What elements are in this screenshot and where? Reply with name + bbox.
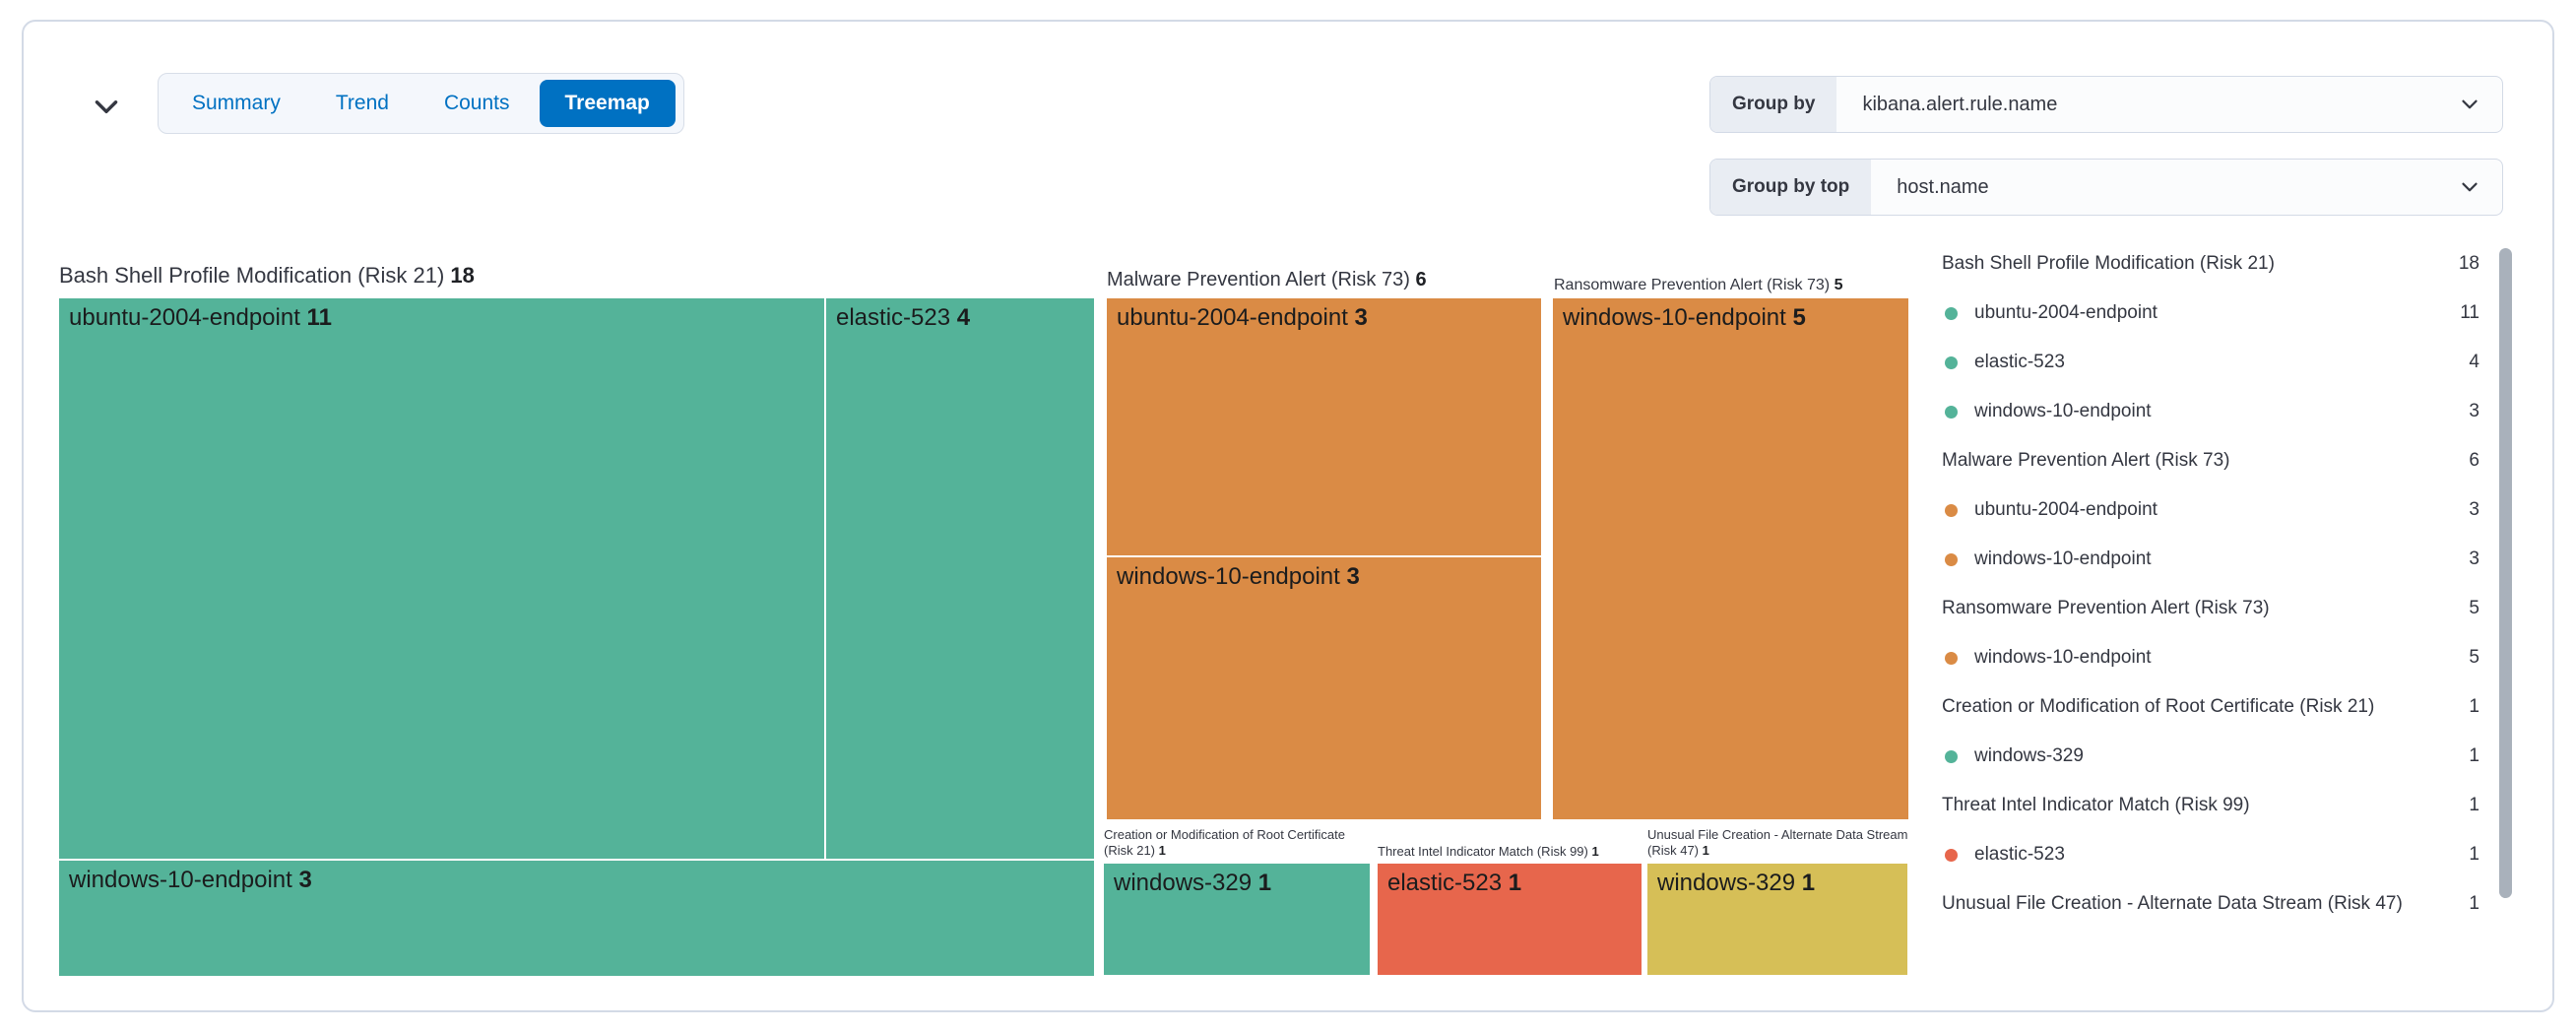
legend-value: 3 (2469, 548, 2479, 569)
treemap-group-header: Creation or Modification of Root Certifi… (1104, 827, 1345, 859)
tab-summary[interactable]: Summary (166, 80, 306, 127)
treemap-tile[interactable]: windows-329 1 (1647, 864, 1907, 975)
treemap-tile[interactable]: elastic-523 1 (1378, 864, 1642, 975)
legend-label: ubuntu-2004-endpoint (1974, 302, 2157, 323)
legend-item-host[interactable]: ubuntu-2004-endpoint 11 (1942, 289, 2479, 338)
legend-label: Threat Intel Indicator Match (Risk 99) (1942, 795, 2250, 815)
treemap-tile-label: elastic-523 1 (1387, 870, 1522, 896)
legend-value: 4 (2469, 352, 2479, 372)
treemap-tile-label: ubuntu-2004-endpoint 3 (1117, 304, 1368, 331)
legend-item-host[interactable]: elastic-523 1 (1942, 830, 2479, 879)
treemap-group-header: Bash Shell Profile Modification (Risk 21… (59, 263, 475, 288)
legend-label: elastic-523 (1974, 352, 2065, 372)
treemap-legend: Bash Shell Profile Modification (Risk 21… (1942, 239, 2479, 929)
legend-item-host[interactable]: windows-10-endpoint 3 (1942, 535, 2479, 584)
group-by-control[interactable]: Group by kibana.alert.rule.name (1709, 76, 2503, 133)
legend-value: 5 (2469, 598, 2479, 618)
legend-dot-icon (1945, 749, 1958, 763)
treemap-tile[interactable]: elastic-523 4 (826, 298, 1094, 859)
legend-item-host[interactable]: elastic-523 4 (1942, 338, 2479, 387)
legend-value: 18 (2458, 253, 2479, 274)
legend-label: Malware Prevention Alert (Risk 73) (1942, 450, 2230, 471)
legend-item-rule[interactable]: Creation or Modification of Root Certifi… (1942, 682, 2479, 732)
legend-item-host[interactable]: windows-10-endpoint 5 (1942, 633, 2479, 682)
legend-label: elastic-523 (1974, 844, 2065, 865)
legend-dot-icon (1945, 552, 1958, 566)
legend-value: 1 (2469, 893, 2479, 914)
treemap-tile[interactable]: windows-329 1 (1104, 864, 1370, 975)
legend-value: 1 (2469, 696, 2479, 717)
legend-item-host[interactable]: windows-10-endpoint 3 (1942, 387, 2479, 436)
legend-label: windows-10-endpoint (1974, 401, 2152, 421)
chevron-down-icon (2457, 160, 2502, 215)
treemap-tile-label: windows-10-endpoint 5 (1563, 304, 1806, 331)
legend-value: 11 (2460, 302, 2479, 323)
legend-value: 6 (2469, 450, 2479, 471)
legend-item-rule[interactable]: Malware Prevention Alert (Risk 73) 6 (1942, 436, 2479, 485)
treemap-tile-label: ubuntu-2004-endpoint 11 (69, 304, 332, 331)
legend-item-rule[interactable]: Ransomware Prevention Alert (Risk 73) 5 (1942, 584, 2479, 633)
legend-label: windows-329 (1974, 745, 2084, 766)
tab-trend[interactable]: Trend (310, 80, 415, 127)
legend-value: 5 (2469, 647, 2479, 668)
treemap-group-header: Ransomware Prevention Alert (Risk 73) 5 (1554, 277, 1843, 293)
legend-item-rule[interactable]: Unusual File Creation - Alternate Data S… (1942, 879, 2479, 929)
treemap-tile-label: elastic-523 4 (836, 304, 971, 331)
chevron-down-icon (2457, 77, 2502, 132)
treemap-tile[interactable]: windows-10-endpoint 5 (1553, 298, 1908, 819)
legend-dot-icon (1945, 503, 1958, 517)
collapse-panel-button[interactable] (85, 85, 128, 128)
legend-label: Creation or Modification of Root Certifi… (1942, 696, 2375, 717)
group-by-top-control[interactable]: Group by top host.name (1709, 159, 2503, 216)
treemap-tile[interactable]: ubuntu-2004-endpoint 3 (1107, 298, 1541, 555)
tab-counts[interactable]: Counts (419, 80, 536, 127)
legend-value: 3 (2469, 499, 2479, 520)
legend-dot-icon (1945, 651, 1958, 665)
legend-label: ubuntu-2004-endpoint (1974, 499, 2157, 520)
legend-item-host[interactable]: ubuntu-2004-endpoint 3 (1942, 485, 2479, 535)
treemap-tile-label: windows-329 1 (1657, 870, 1816, 896)
legend-scrollbar[interactable] (2499, 248, 2512, 898)
legend-value: 1 (2469, 795, 2479, 815)
legend-value: 1 (2469, 745, 2479, 766)
treemap-group-header: Malware Prevention Alert (Risk 73) 6 (1107, 269, 1427, 290)
legend-label: windows-10-endpoint (1974, 548, 2152, 569)
legend-dot-icon (1945, 306, 1958, 320)
legend-label: Ransomware Prevention Alert (Risk 73) (1942, 598, 2270, 618)
treemap-group-header: Threat Intel Indicator Match (Risk 99) 1 (1378, 844, 1599, 859)
treemap-tile[interactable]: windows-10-endpoint 3 (59, 861, 1094, 976)
group-by-top-prepend-label: Group by top (1710, 160, 1872, 215)
treemap-tile[interactable]: ubuntu-2004-endpoint 11 (59, 298, 824, 859)
legend-label: windows-10-endpoint (1974, 647, 2152, 668)
tab-group: Summary Trend Counts Treemap (158, 73, 684, 134)
legend-item-rule[interactable]: Threat Intel Indicator Match (Risk 99) 1 (1942, 781, 2479, 830)
legend-value: 3 (2469, 401, 2479, 421)
group-by-top-value: host.name (1897, 175, 1989, 198)
legend-item-host[interactable]: windows-329 1 (1942, 732, 2479, 781)
chevron-down-icon (90, 90, 123, 123)
treemap-tile-label: windows-10-endpoint 3 (69, 867, 312, 893)
legend-label: Bash Shell Profile Modification (Risk 21… (1942, 253, 2275, 274)
legend-label: Unusual File Creation - Alternate Data S… (1942, 893, 2403, 914)
treemap-tile-label: windows-329 1 (1114, 870, 1272, 896)
tab-treemap[interactable]: Treemap (539, 80, 676, 127)
treemap-group-header: Unusual File Creation - Alternate Data S… (1647, 827, 1908, 859)
treemap-tile-label: windows-10-endpoint 3 (1117, 563, 1360, 590)
treemap-tile[interactable]: windows-10-endpoint 3 (1107, 557, 1541, 819)
legend-dot-icon (1945, 355, 1958, 369)
group-by-prepend-label: Group by (1710, 77, 1837, 132)
group-by-value: kibana.alert.rule.name (1862, 93, 2058, 115)
legend-item-rule[interactable]: Bash Shell Profile Modification (Risk 21… (1942, 239, 2479, 289)
legend-dot-icon (1945, 405, 1958, 419)
legend-dot-icon (1945, 848, 1958, 862)
legend-value: 1 (2469, 844, 2479, 865)
